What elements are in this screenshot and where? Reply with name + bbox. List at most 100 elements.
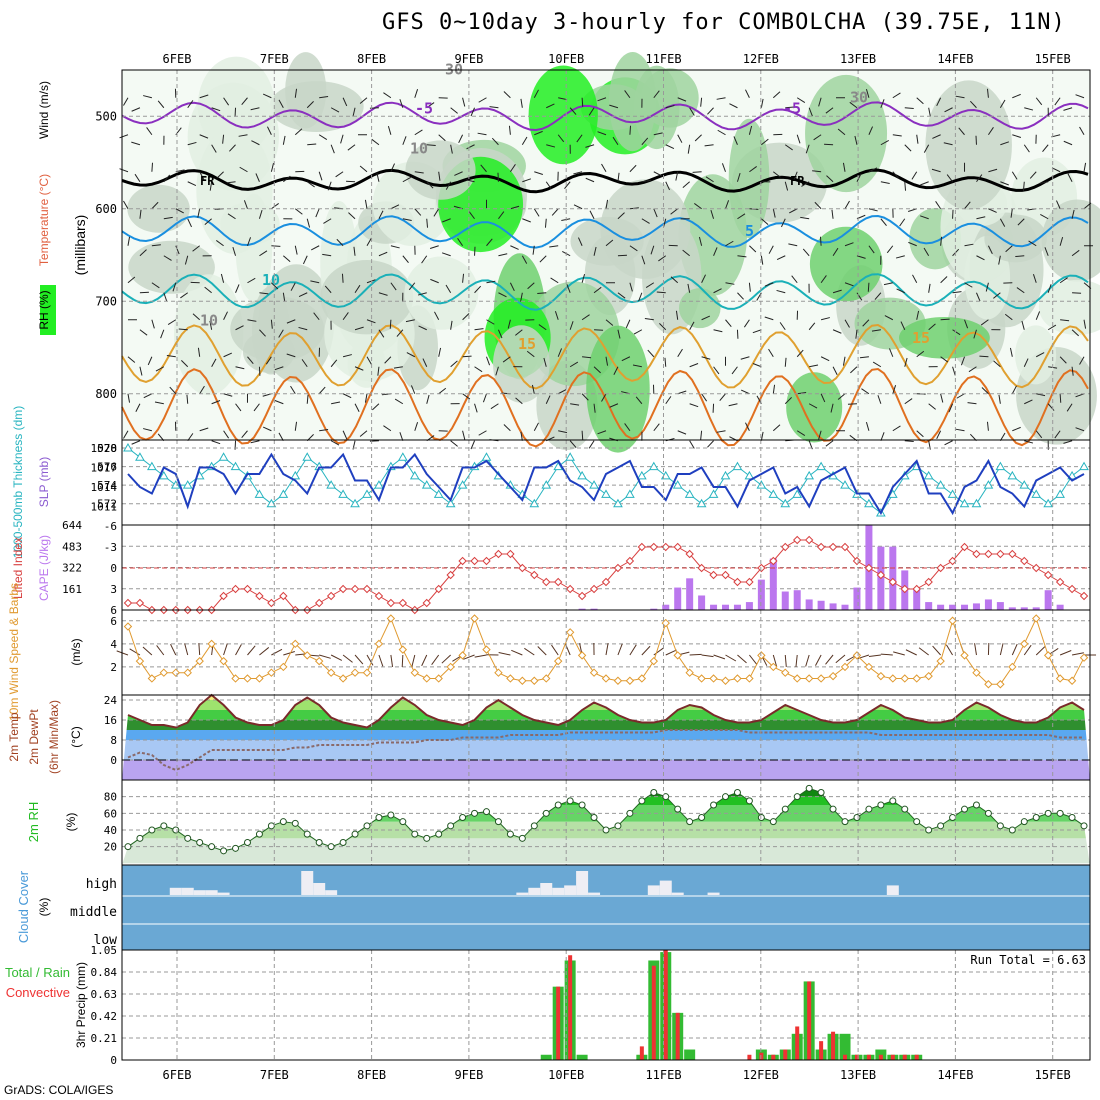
wind-barb [1056, 200, 1061, 209]
thickness-point [864, 498, 874, 508]
date-label-top: 13FEB [840, 52, 876, 66]
thickness-point [577, 470, 587, 480]
wind-barb [976, 174, 983, 183]
wind-barb [1024, 440, 1034, 444]
wind-speed-point [793, 674, 802, 683]
cape-bar [650, 608, 658, 610]
wind-barb [1024, 107, 1034, 111]
cloud-bar-high [564, 885, 577, 895]
wind-barb [405, 319, 415, 323]
li-point [374, 591, 384, 601]
rh-point [471, 809, 479, 817]
wind-barb [581, 314, 590, 321]
wind-barb [426, 102, 435, 109]
wind-barb [227, 213, 236, 220]
rh-point [554, 801, 562, 809]
wind-barb [187, 100, 194, 109]
wind-barb [318, 171, 323, 181]
wind-barb [1063, 140, 1073, 146]
rh-point [232, 844, 240, 852]
cloud-bar-high [659, 880, 672, 895]
wind-barb [402, 176, 411, 183]
wind-barb [952, 329, 961, 336]
wind-barb [324, 285, 332, 294]
wind-speed-point [314, 656, 324, 666]
wind-barb [707, 440, 714, 448]
wind-barb [250, 440, 260, 444]
wind-speed-point [936, 656, 945, 666]
rh-point [411, 830, 419, 838]
cape-bar [817, 600, 825, 610]
li-point [613, 563, 623, 573]
rh-blob [230, 296, 325, 362]
wind-barb [677, 97, 687, 102]
wind-barb [390, 245, 400, 249]
wind-barb [498, 292, 507, 298]
run-total-label: Run Total = 6.63 [970, 953, 1086, 967]
rh-point [1032, 814, 1040, 821]
wind-barb [647, 349, 655, 358]
wind-barb [813, 134, 822, 141]
wind-barb-10m [653, 647, 664, 656]
wind-barb [694, 203, 702, 210]
wind-barb [1083, 162, 1087, 172]
thickness-point [421, 480, 432, 489]
slp-tick: 1017 [91, 462, 118, 475]
cape-bar [1008, 607, 1016, 610]
rh-point [745, 797, 753, 805]
wind-barb [462, 393, 471, 400]
precip-conv-bar [663, 950, 668, 1060]
li-point [649, 542, 659, 552]
wind-barb [577, 237, 583, 246]
wind-barb [557, 389, 567, 395]
precip-conv-bar [843, 1054, 848, 1060]
wind-barb [948, 403, 954, 413]
wind-barb [932, 134, 941, 139]
cape-bar [745, 602, 753, 610]
wind-barb [216, 240, 224, 247]
precip-conv-bar [878, 1054, 883, 1060]
thickness-point [756, 480, 767, 489]
wind-barb [522, 218, 531, 223]
wind-barb [593, 366, 601, 374]
wind-barb [143, 95, 152, 99]
wind-speed-point [255, 674, 264, 683]
cape-bar [686, 578, 694, 610]
wind-barb [477, 132, 487, 136]
wind-barb-10m [551, 644, 559, 656]
wind-barb [306, 181, 315, 188]
wind-speed-point [996, 680, 1005, 689]
li-point [948, 556, 957, 566]
thickness-point [350, 498, 360, 508]
wind-barb [146, 127, 153, 136]
wind-barb [986, 88, 989, 98]
wind-barb [384, 356, 392, 364]
wind-barb [169, 386, 177, 395]
wind-barb [944, 440, 953, 446]
wind-barb [884, 315, 894, 321]
rh-point [1020, 818, 1028, 826]
li-point [458, 556, 467, 566]
rh-point [841, 818, 849, 826]
wind-barb [226, 181, 236, 184]
li-point [840, 542, 850, 552]
rh-point [889, 797, 897, 805]
wind-barb [235, 403, 242, 412]
wind-barb [653, 90, 660, 99]
wind-barb [163, 216, 173, 220]
wind-barb [262, 426, 272, 432]
wind-barb [808, 403, 818, 409]
wind-barb [969, 100, 977, 109]
temp-label: 2m Temp [7, 712, 21, 761]
temp-band [122, 760, 1090, 780]
wind-barb [290, 385, 296, 395]
wind-barb-10m [259, 647, 270, 656]
wind-barb [752, 329, 762, 334]
wind-barb-10m [893, 651, 905, 656]
cape-bar [662, 604, 670, 610]
wind-barb [151, 319, 155, 329]
wind-speed-point [518, 676, 527, 685]
li-point [530, 570, 539, 580]
wind-barb [557, 348, 563, 357]
wind-barb [342, 430, 348, 440]
